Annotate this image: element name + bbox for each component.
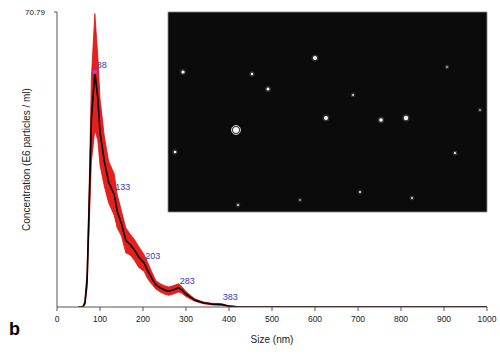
x-tick (358, 307, 359, 311)
x-tick-label: 900 (437, 314, 451, 324)
x-tick-label: 300 (179, 314, 193, 324)
x-tick-label: 200 (136, 314, 150, 324)
x-tick (272, 307, 273, 311)
particle (174, 151, 177, 154)
particle (181, 70, 184, 73)
particle-glow (323, 115, 330, 122)
x-tick (487, 307, 488, 311)
particle-glow (358, 190, 363, 195)
particle (379, 118, 383, 122)
particle (251, 73, 253, 75)
particle-ring (232, 126, 241, 135)
particle-glow (351, 93, 356, 98)
y-axis (57, 12, 58, 307)
particle-glow (172, 149, 178, 155)
particle (233, 127, 239, 133)
x-tick-label: 500 (265, 314, 279, 324)
peak-label: 88 (97, 60, 107, 70)
particle-glow (445, 65, 450, 70)
particle-glow (402, 114, 409, 121)
y-axis-label: Concentration (E6 particles / ml) (21, 88, 32, 231)
particle (446, 66, 448, 68)
particle (454, 152, 456, 154)
x-tick-label: 700 (351, 314, 365, 324)
x-tick (100, 307, 101, 311)
particle-glow (180, 69, 186, 75)
chart: 0 100 200 300 400 500 600 700 800 900 1000 70.79 Siz… (0, 0, 500, 356)
particle-glow (452, 150, 457, 155)
particle (352, 94, 354, 96)
particle (411, 197, 413, 199)
peak-marker (93, 70, 97, 74)
particle-glow (410, 196, 415, 201)
x-tick-label: 0 (55, 314, 60, 324)
particle-glow (478, 108, 483, 113)
particle (267, 88, 270, 91)
particle-glow (298, 198, 302, 202)
x-tick (401, 307, 402, 311)
particle (479, 109, 481, 111)
y-tick-label: 70.79 (25, 8, 46, 17)
particle-glow (312, 55, 319, 62)
particle-glow (265, 86, 271, 92)
inset-image (168, 12, 487, 212)
particle-glow (232, 126, 241, 135)
x-tick (315, 307, 316, 311)
x-tick-label: 1000 (478, 314, 497, 324)
x-tick-label: 100 (93, 314, 107, 324)
x-axis-label: Size (nm) (251, 334, 294, 345)
x-tick (229, 307, 230, 311)
particle (359, 191, 361, 193)
particle (299, 199, 300, 200)
particle-glow (249, 71, 254, 76)
y-tick (54, 12, 57, 13)
particle (324, 116, 328, 120)
x-tick (57, 307, 58, 311)
particle (237, 204, 239, 206)
peak-label: 383 (223, 292, 238, 302)
particle-glow (236, 203, 241, 208)
peak-label: 133 (115, 182, 130, 192)
inset-frame (168, 12, 487, 212)
x-tick-label: 400 (222, 314, 236, 324)
particle (313, 56, 317, 60)
peak-label: 203 (145, 251, 160, 261)
panel-label: b (9, 319, 20, 339)
particle-glow (378, 117, 385, 124)
x-tick (143, 307, 144, 311)
peak-label: 283 (180, 276, 195, 286)
x-tick (186, 307, 187, 311)
x-tick-label: 600 (308, 314, 322, 324)
x-tick-label: 800 (394, 314, 408, 324)
x-tick (444, 307, 445, 311)
particle (404, 116, 408, 120)
